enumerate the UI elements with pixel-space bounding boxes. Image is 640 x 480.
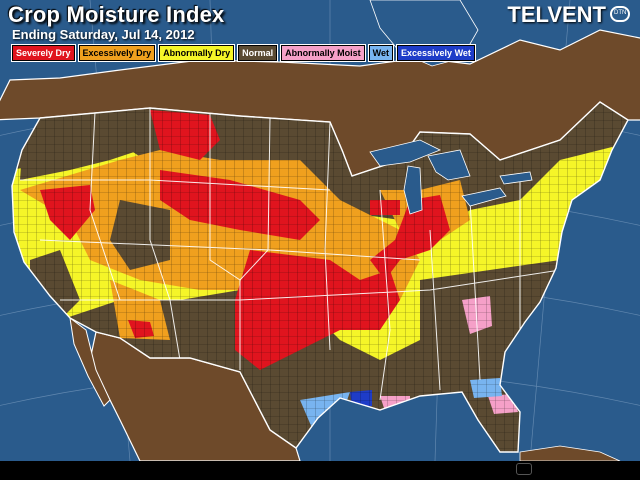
- legend: Severely Dry Excessively Dry Abnormally …: [12, 45, 475, 61]
- map-title: Crop Moisture Index: [8, 2, 225, 27]
- legend-wet: Wet: [368, 45, 394, 61]
- legend-abnormally-dry: Abnormally Dry: [159, 45, 235, 61]
- telvent-logo: TELVENT: [507, 2, 606, 27]
- dtn-logo-icon: DTN: [610, 6, 630, 22]
- map-subtitle: Ending Saturday, Jul 14, 2012: [12, 27, 195, 42]
- baja-california: [69, 316, 111, 407]
- legend-severely-dry: Severely Dry: [12, 45, 75, 61]
- legend-excessively-wet: Excessively Wet: [397, 45, 475, 61]
- dtn-logo-text: DTN: [614, 10, 627, 16]
- bottom-bar: [0, 461, 640, 480]
- state-borders: [20, 108, 561, 401]
- cuba: [519, 445, 621, 462]
- clock-icon: [516, 463, 532, 475]
- great-lakes: [369, 139, 533, 215]
- legend-normal: Normal: [238, 45, 278, 61]
- legend-excessively-dry: Excessively Dry: [78, 45, 156, 61]
- legend-abnormally-moist: Abnormally Moist: [281, 45, 365, 61]
